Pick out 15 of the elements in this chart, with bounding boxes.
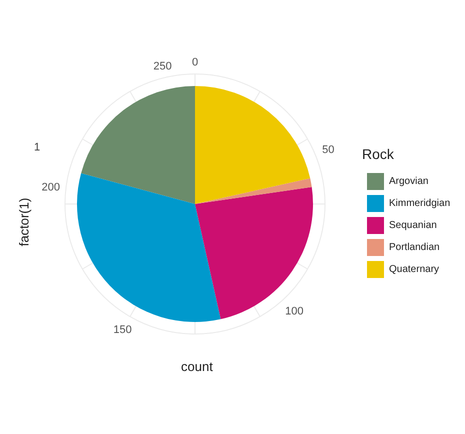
text: 0 (192, 56, 198, 68)
legend-label: Portlandian (389, 242, 440, 253)
text: 200 (42, 182, 60, 194)
legend-label: Argovian (389, 176, 428, 187)
legend-label: Sequanian (389, 220, 437, 231)
legend-label: Kimmeridgian (389, 198, 450, 209)
text: 50 (322, 144, 334, 156)
text: factor(1) (16, 198, 32, 246)
text: 1 (34, 142, 40, 154)
text: 250 (153, 60, 172, 72)
text: 100 (285, 305, 304, 318)
legend-label: Quaternary (389, 264, 440, 275)
legend-title: Rock (362, 146, 395, 162)
text: count (181, 359, 214, 374)
text: 150 (113, 324, 132, 336)
